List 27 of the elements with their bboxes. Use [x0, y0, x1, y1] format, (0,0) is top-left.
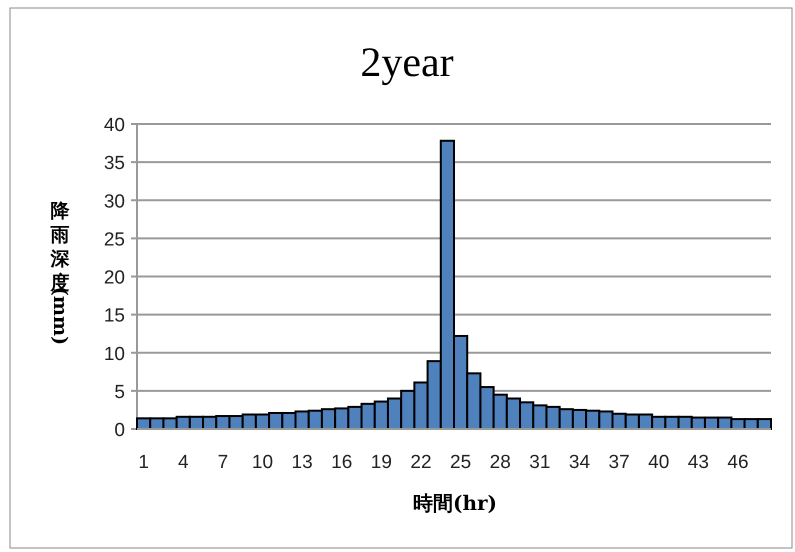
x-tick-label: 1: [138, 452, 149, 473]
x-tick-label: 28: [490, 452, 511, 473]
x-tick-label: 13: [292, 452, 313, 473]
y-tick-label: 0: [114, 420, 125, 441]
x-tick-label: 40: [648, 452, 670, 473]
chart-title: 2year: [360, 40, 454, 86]
x-tick-label: 37: [608, 452, 630, 473]
x-tick-label: 34: [568, 452, 590, 473]
y-tick-label: 20: [104, 268, 125, 288]
y-tick-label: 30: [104, 191, 125, 212]
x-tick-label: 16: [331, 452, 352, 473]
y-tick-label: 25: [104, 229, 125, 250]
x-tick-label: 4: [178, 452, 189, 473]
x-tick-label: 7: [218, 452, 228, 473]
x-axis-title: 時間(hr): [412, 491, 498, 515]
y-tick-label: 35: [104, 153, 125, 174]
x-tick-label: 46: [727, 452, 749, 473]
x-tick-label: 22: [410, 452, 432, 473]
y-tick-label: 5: [114, 382, 125, 403]
y-tick-label: 15: [104, 306, 125, 327]
x-tick-label: 25: [450, 452, 472, 473]
y-tick-label: 10: [104, 344, 125, 365]
x-tick-label: 31: [529, 452, 550, 473]
x-tick-label: 10: [252, 452, 274, 473]
x-tick-label: 19: [370, 452, 392, 473]
y-tick-label: 40: [104, 115, 125, 136]
x-tick-label: 43: [688, 452, 709, 473]
